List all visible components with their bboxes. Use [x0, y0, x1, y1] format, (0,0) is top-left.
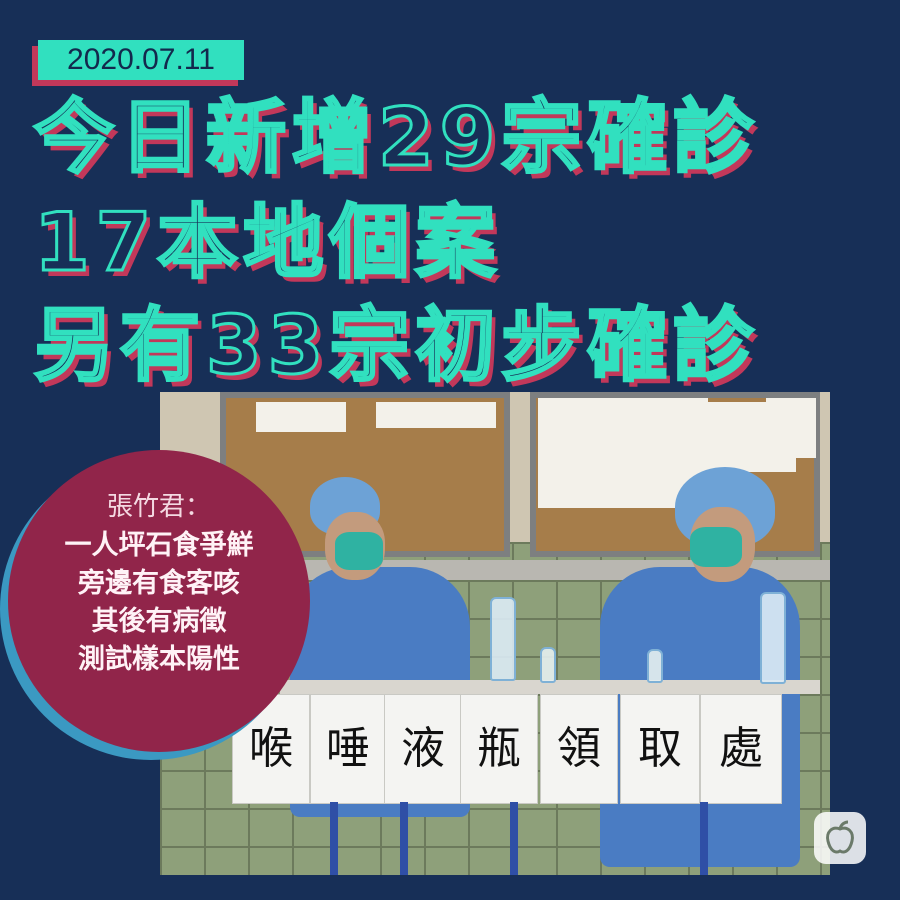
sign-card-2: 唾	[310, 694, 386, 804]
quote-circle: 張竹君： 一人坪石食爭鮮 旁邊有食客咳 其後有病徵 測試樣本陽性	[8, 450, 310, 752]
sign-card-7: 處	[700, 694, 782, 804]
sign-card-6: 取	[620, 694, 700, 804]
sign-card-5: 領	[540, 694, 618, 804]
quote-line-1: 一人坪石食爭鮮	[64, 530, 254, 561]
headline-line-3: 另有33宗初步確診	[32, 298, 760, 394]
headline-line-2: 17本地個案	[32, 195, 502, 291]
date-badge: 2020.07.11	[38, 40, 244, 80]
quote-line-4: 測試樣本陽性	[78, 644, 240, 675]
table	[280, 680, 820, 694]
apple-logo-icon	[814, 812, 866, 864]
sign-card-3: 液	[384, 694, 462, 804]
sanitizer-bottle-left	[540, 647, 556, 683]
headline-line-1: 今日新增29宗確診	[32, 90, 760, 186]
sign-card-4: 瓶	[460, 694, 538, 804]
quote-line-3: 其後有病徵	[91, 606, 227, 637]
sanitizer-bottle-right	[647, 649, 663, 683]
water-bottle-left	[490, 597, 516, 681]
notice-board-right	[530, 392, 820, 557]
news-photo: 喉 唾 液 瓶 領 取 處	[160, 392, 830, 875]
quote-speaker: 張竹君：	[106, 492, 211, 522]
quote-line-2: 旁邊有食客咳	[78, 568, 240, 599]
water-bottle-right	[760, 592, 786, 684]
